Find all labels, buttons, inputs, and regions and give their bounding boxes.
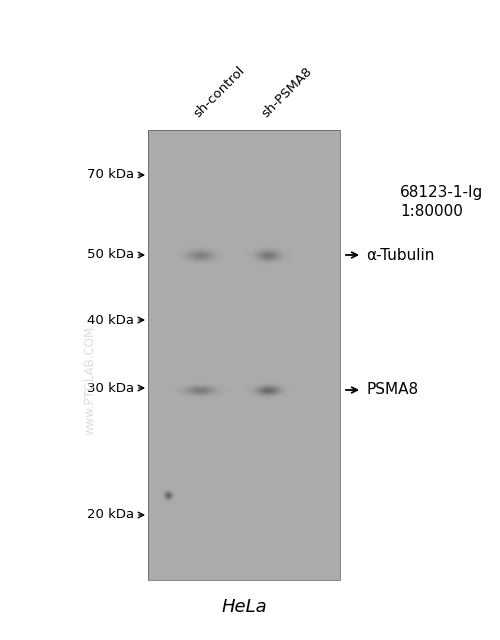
Text: sh-PSMA8: sh-PSMA8	[259, 65, 314, 120]
Bar	[148, 130, 340, 580]
Text: 70 kDa: 70 kDa	[87, 168, 134, 182]
Text: 68123-1-Ig
1:80000: 68123-1-Ig 1:80000	[400, 185, 483, 219]
Text: 20 kDa: 20 kDa	[87, 509, 134, 522]
Text: HeLa: HeLa	[221, 598, 267, 616]
Text: sh-control: sh-control	[191, 64, 247, 120]
Text: www.PTGLAB.COM: www.PTGLAB.COM	[84, 325, 96, 435]
Text: PSMA8: PSMA8	[366, 383, 418, 397]
Text: α-Tubulin: α-Tubulin	[366, 248, 434, 262]
Text: 30 kDa: 30 kDa	[87, 381, 134, 394]
Text: 40 kDa: 40 kDa	[87, 314, 134, 326]
Text: 50 kDa: 50 kDa	[87, 248, 134, 262]
